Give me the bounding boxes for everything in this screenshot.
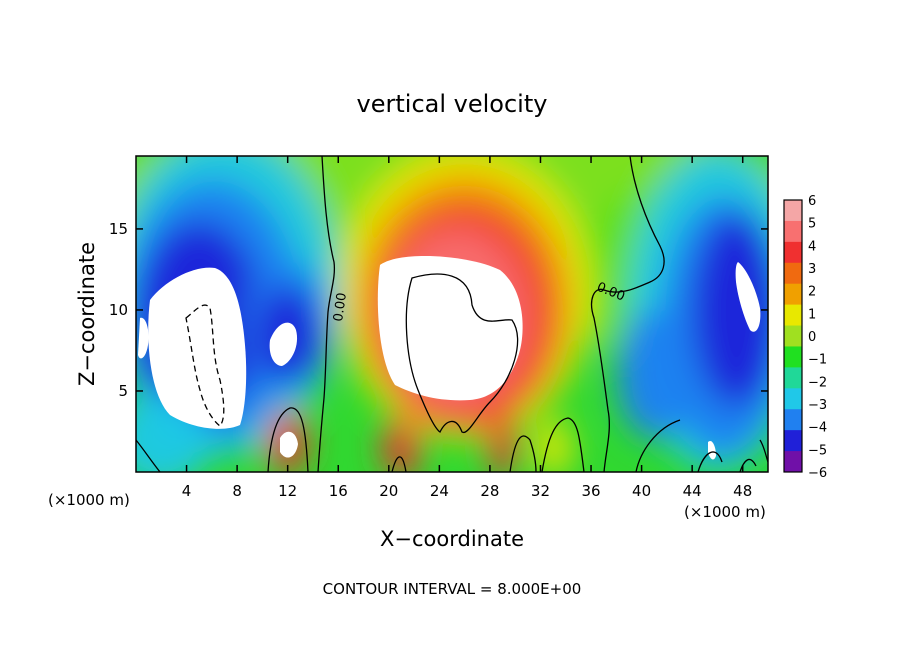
colorbar-tick-label: 3 [808, 262, 816, 277]
saturated-core [269, 322, 298, 366]
colorbar-tick-label: 6 [808, 194, 816, 209]
x-tick-label: 24 [430, 482, 449, 500]
contour-interval-note: CONTOUR INTERVAL = 8.000E+00 [323, 580, 582, 598]
colorbar-frame [783, 199, 803, 473]
x-tick-label: 4 [182, 482, 192, 500]
saturated-core [148, 267, 247, 429]
colorbar-swatch [784, 388, 802, 410]
x-tick-label: 12 [278, 482, 297, 500]
x-tick-label: 36 [581, 482, 600, 500]
field-region [382, 415, 421, 472]
field-region [534, 418, 573, 472]
x-tick-label: 28 [480, 482, 499, 500]
colorbar-tick-label: −4 [808, 421, 827, 436]
x-axis-label: X−coordinate [380, 527, 524, 551]
field-region [692, 212, 768, 408]
zero-contour-left [317, 156, 336, 472]
field-region [616, 309, 693, 440]
colorbar-swatch [784, 430, 802, 452]
colorbar-tick-label: −3 [808, 398, 827, 413]
y-axis: 5 10 15 [109, 220, 768, 400]
x-tick-label: 16 [329, 482, 348, 500]
colorbar-swatch [784, 304, 802, 327]
saturated-core [708, 440, 716, 460]
contour-label-left: 0.00 [331, 292, 350, 323]
y-tick-label: 15 [109, 220, 128, 238]
plot-frame [135, 155, 769, 473]
y-axis-label: Z−coordinate [75, 242, 99, 386]
colorbar-tick-label: 5 [808, 217, 816, 232]
colorbar-swatch [784, 200, 802, 222]
colorbar-swatch [784, 241, 802, 264]
contour-lines [136, 156, 768, 472]
negative-contour [185, 304, 225, 427]
x-tick-label: 44 [683, 482, 702, 500]
colorbar-swatch [784, 262, 802, 285]
chart-title: vertical velocity [357, 90, 548, 118]
plot-area: 0.00 0.00 [136, 156, 768, 472]
saturated-core [138, 317, 149, 359]
saturated-core [735, 262, 761, 332]
saturated-core [280, 431, 298, 458]
colorbar-tick-label: 1 [808, 307, 816, 322]
x-axis: 4 8 12 16 20 24 28 32 36 40 44 48 [182, 156, 752, 500]
colorbar-swatch [784, 325, 802, 347]
y-tick-label: 5 [118, 382, 128, 400]
x-tick-label: 20 [379, 482, 398, 500]
colorbar-swatch [784, 367, 802, 389]
zero-contour-right [590, 156, 665, 472]
x-tick-label: 32 [531, 482, 550, 500]
colorbar-tick-label: −2 [808, 375, 827, 390]
field-region [487, 418, 518, 472]
colorbar-tick-label: 2 [808, 285, 816, 300]
x-tick-label: 40 [632, 482, 651, 500]
x-unit-left: (×1000 m) [48, 491, 130, 509]
colorbar-tick-label: 0 [808, 330, 816, 345]
colorbar-swatch [784, 346, 802, 368]
x-tick-label: 8 [232, 482, 242, 500]
y-tick-label: 10 [109, 301, 128, 319]
colorbar-tick-label: −6 [808, 466, 827, 481]
x-unit-right: (×1000 m) [684, 503, 766, 521]
colorbar-swatch [784, 283, 802, 306]
colorbar-tick-label: −5 [808, 443, 827, 458]
core-contour [405, 273, 519, 434]
colorbar: 6 5 4 3 2 1 0 −1 −2 −3 −4 −5 −6 [783, 194, 827, 481]
surface-contours [136, 407, 768, 472]
x-tick-label: 48 [733, 482, 752, 500]
colorbar-swatch [784, 451, 802, 473]
colorbar-tick-label: −1 [808, 353, 827, 368]
colorbar-tick-label: 4 [808, 239, 816, 254]
colorbar-swatch [784, 220, 802, 243]
saturated-core [377, 255, 523, 401]
colorbar-swatch [784, 409, 802, 431]
